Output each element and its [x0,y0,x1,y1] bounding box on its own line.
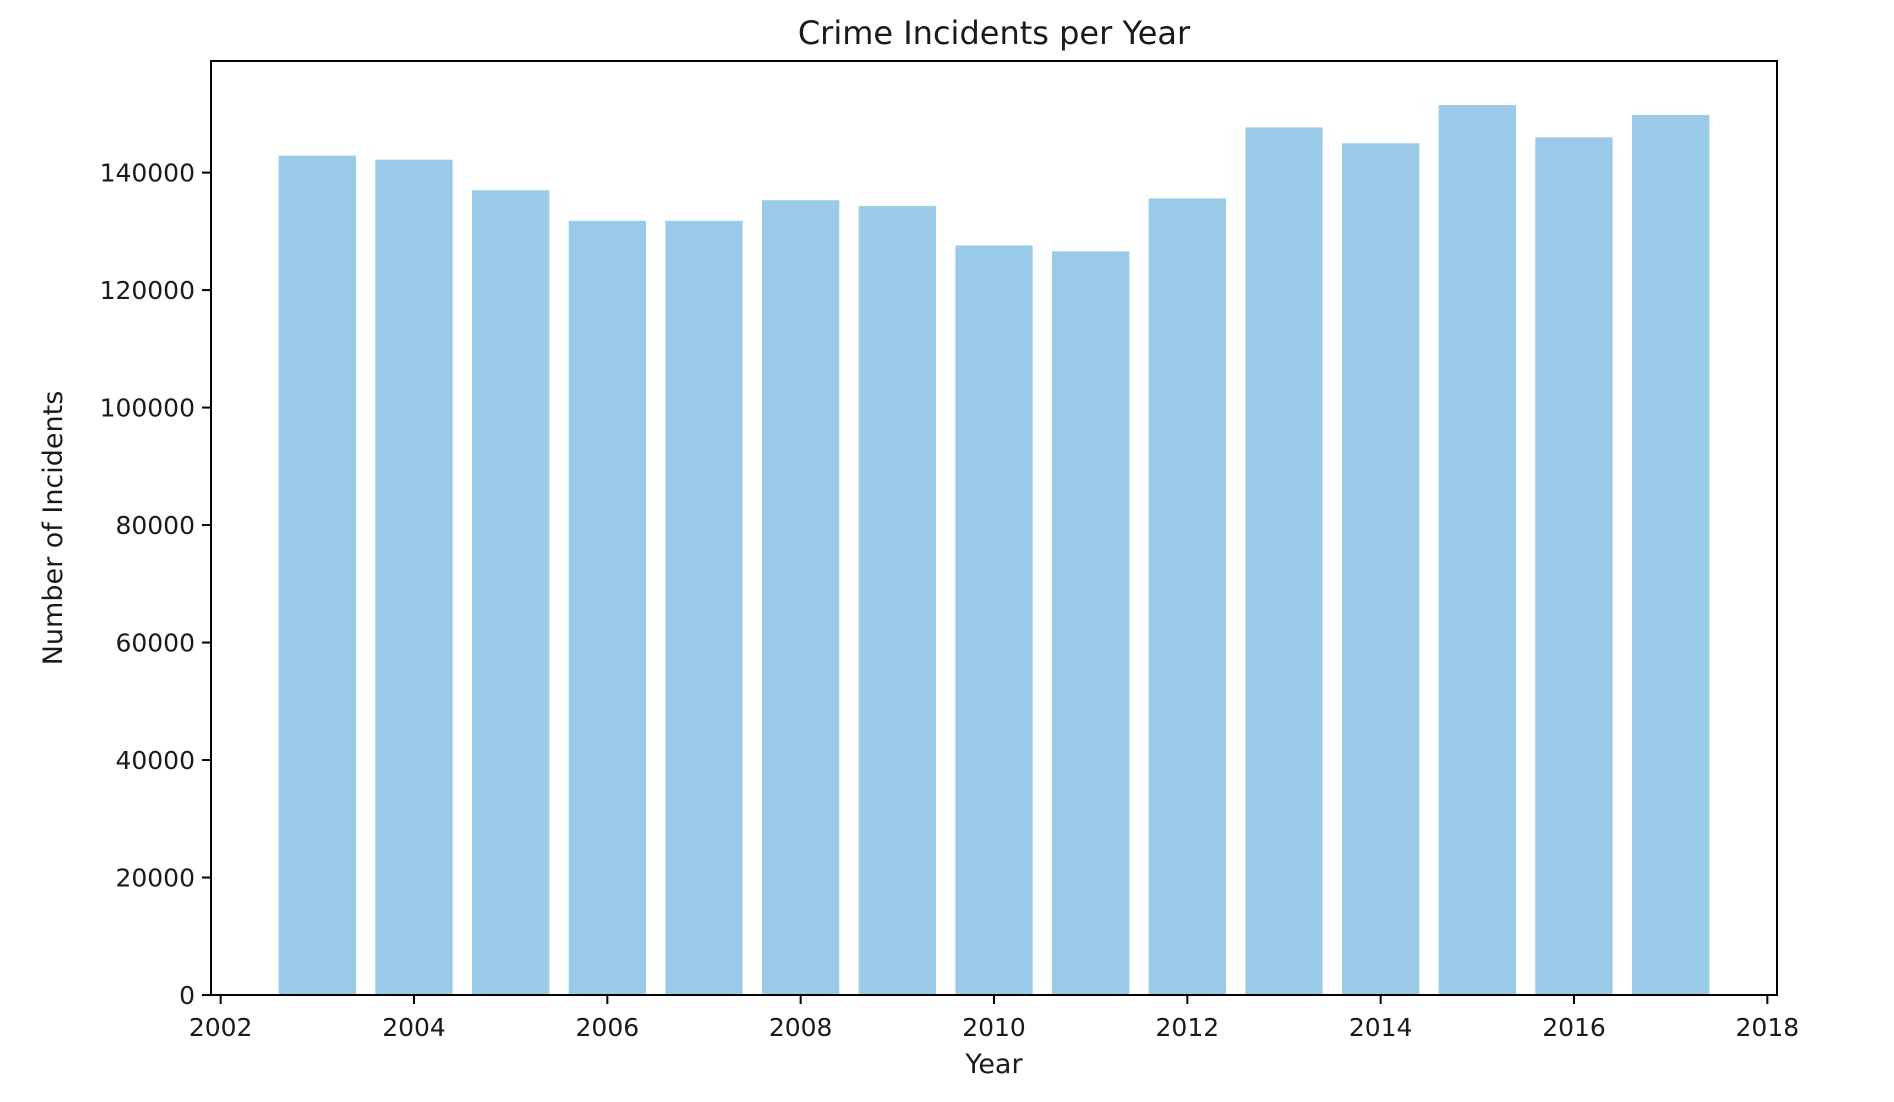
bar-2005 [472,190,550,996]
x-tick-label: 2006 [576,1013,640,1042]
bar-2012 [1148,198,1226,995]
chart-title: Crime Incidents per Year [798,14,1191,52]
bar-2007 [665,220,743,995]
y-axis-ticks: 0 20000 40000 60000 80000 100000 120000 140000 [100,159,211,1010]
x-tick-label: 2010 [962,1013,1026,1042]
x-tick-label: 2018 [1736,1013,1800,1042]
y-tick-label: 0 [179,981,195,1010]
bar-2006 [568,220,646,995]
x-tick-label: 2008 [769,1013,833,1042]
bar-2015 [1438,105,1516,995]
y-tick-label: 60000 [115,629,195,658]
bar-2009 [858,206,936,996]
y-axis-title: Number of Incidents [38,391,69,666]
y-tick-label: 80000 [115,511,195,540]
x-tick-label: 2014 [1349,1013,1413,1042]
bar-2010 [955,245,1033,995]
bar-2016 [1535,137,1613,996]
bar-2017 [1632,115,1710,996]
bar-2008 [762,200,840,996]
y-tick-label: 140000 [100,159,195,188]
bar-2014 [1342,143,1420,996]
x-tick-label: 2004 [382,1013,446,1042]
plot-frame [210,60,1778,996]
bar-2003 [278,155,356,995]
x-tick-label: 2002 [189,1013,253,1042]
x-axis-title: Year [964,1049,1023,1080]
bar-2013 [1245,127,1323,995]
y-tick-label: 120000 [100,276,195,305]
y-tick-label: 20000 [115,864,195,893]
y-tick-label: 40000 [115,746,195,775]
x-axis-ticks: 2002 2004 2006 2008 2010 2012 2014 2016 2018 [189,995,1799,1042]
bar-2004 [375,159,453,995]
bars-group [278,105,1710,996]
x-tick-label: 2016 [1542,1013,1606,1042]
x-tick-label: 2012 [1156,1013,1220,1042]
y-tick-label: 100000 [100,394,195,423]
bar-2011 [1052,251,1130,995]
